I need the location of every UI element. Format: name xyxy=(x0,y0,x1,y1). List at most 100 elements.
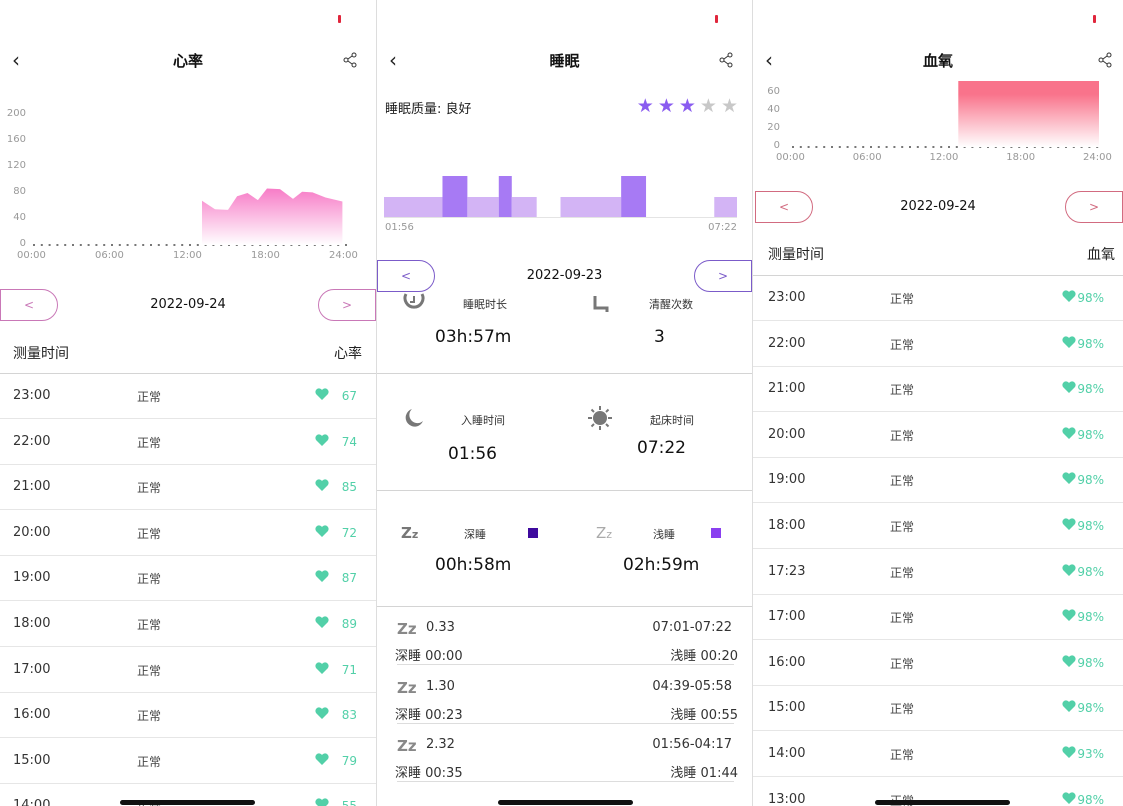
next-day-button[interactable]: > xyxy=(1065,191,1123,223)
row-time: 15:00 xyxy=(13,752,51,768)
row-status: 正常 xyxy=(890,383,915,398)
table-row[interactable]: 21:00 正常 85 xyxy=(0,465,376,511)
row-status: 正常 xyxy=(890,702,915,717)
axis-dot xyxy=(79,244,82,246)
segment-time-range: 07:01-07:22 xyxy=(652,620,732,635)
row-value: 74 xyxy=(341,434,357,449)
table-row[interactable]: 15:00 正常 98% xyxy=(753,686,1123,732)
table-row[interactable]: 23:00 正常 98% xyxy=(753,276,1123,321)
axis-dot xyxy=(916,146,919,148)
axis-dot xyxy=(40,244,43,246)
table-row[interactable]: 17:00 正常 98% xyxy=(753,595,1123,641)
axis-dot xyxy=(345,244,347,246)
table-row[interactable]: 17:23 正常 98% xyxy=(753,550,1123,595)
axis-dot xyxy=(64,244,67,246)
x-tick-label: 12:00 xyxy=(929,152,959,163)
next-day-button[interactable]: > xyxy=(318,289,376,321)
y-tick-label: 120 xyxy=(6,160,26,171)
axis-dot xyxy=(196,244,199,246)
row-status: 正常 xyxy=(137,663,162,678)
table-row[interactable]: 14:00 正常 93% xyxy=(753,732,1123,777)
row-status: 正常 xyxy=(137,572,162,587)
row-value: 98% xyxy=(1077,473,1104,488)
axis-dot xyxy=(157,244,160,246)
share-icon[interactable] xyxy=(718,52,734,68)
light-sleep-bar xyxy=(560,197,622,217)
light-sleep-label: 浅睡 xyxy=(653,528,675,541)
row-status: 正常 xyxy=(890,474,915,489)
axis-dot xyxy=(792,146,794,148)
table-row[interactable]: 20:00 正常 72 xyxy=(0,511,376,556)
segment-time-range: 04:39-05:58 xyxy=(652,678,732,694)
back-button[interactable]: ‹ xyxy=(765,48,773,72)
row-value: 79 xyxy=(341,753,357,768)
table-row[interactable]: 22:00 正常 74 xyxy=(0,420,376,465)
share-icon[interactable] xyxy=(1097,52,1113,68)
row-status: 正常 xyxy=(137,435,162,450)
home-indicator xyxy=(875,800,1010,805)
table-row[interactable]: 16:00 正常 83 xyxy=(0,693,376,739)
heart-rate-chart: 0 40 80 120 160 200 00:00 06:00 12:00 18:00 24:00 xyxy=(0,0,376,280)
axis-dot xyxy=(877,146,880,148)
segment-deep-sleep: 深睡 00:00 xyxy=(395,649,463,664)
light-sleep-bar xyxy=(714,197,737,217)
row-time: 21:00 xyxy=(13,479,51,495)
prev-day-button[interactable]: < xyxy=(755,191,813,223)
axis-dot xyxy=(948,146,950,148)
sleep-time-value: 01:56 xyxy=(448,444,497,464)
table-row[interactable]: 17:00 正常 71 xyxy=(0,648,376,693)
axis-dot xyxy=(126,244,129,246)
table-row[interactable]: 23:00 正常 67 xyxy=(0,374,376,419)
page-title: 血氧 xyxy=(922,52,953,70)
heart-icon xyxy=(314,568,330,584)
table-row[interactable]: 16:00 正常 98% xyxy=(753,641,1123,686)
table-row[interactable]: 19:00 正常 87 xyxy=(0,556,376,602)
prev-day-button[interactable]: < xyxy=(0,289,58,321)
column-header-time: 测量时间 xyxy=(768,247,824,263)
light-sleep-bar xyxy=(467,197,499,217)
row-value: 55 xyxy=(342,799,357,806)
row-time: 20:00 xyxy=(13,524,51,540)
table-row[interactable]: 22:00 正常 98% xyxy=(753,322,1123,367)
row-status: 正常 xyxy=(137,754,162,769)
chart-start-time: 01:56 xyxy=(385,222,414,233)
blood-oxygen-bar xyxy=(958,81,1099,147)
back-button[interactable]: ‹ xyxy=(389,48,397,72)
row-status: 正常 xyxy=(137,481,162,496)
y-tick-label: 0 xyxy=(19,238,26,249)
next-day-button[interactable]: > xyxy=(694,260,752,292)
back-button[interactable]: ‹ xyxy=(12,48,20,72)
share-icon[interactable] xyxy=(342,52,358,68)
row-status: 正常 xyxy=(890,520,915,534)
row-time: 17:00 xyxy=(13,661,51,677)
date-label: 2022-09-24 xyxy=(900,199,976,214)
sleep-segment-row[interactable]: Zz 0.33 07:01-07:22 深睡 00:00 浅睡 00:20 xyxy=(395,607,738,665)
moon-icon xyxy=(405,409,423,427)
axis-dot xyxy=(909,146,911,148)
star-empty-icon: ★ xyxy=(720,95,742,117)
sleep-segment-row[interactable]: Zz 2.32 01:56-04:17 深睡 00:35 浅睡 01:44 xyxy=(395,724,738,782)
heart-icon xyxy=(1061,288,1077,304)
row-value: 83 xyxy=(341,708,357,723)
heart-icon xyxy=(1061,516,1077,532)
page-title: 睡眠 xyxy=(549,52,580,70)
table-row[interactable]: 18:00 正常 89 xyxy=(0,602,376,647)
row-time: 20:00 xyxy=(768,426,806,442)
sleep-segment-row[interactable]: Zz 1.30 04:39-05:58 深睡 00:23 浅睡 00:55 xyxy=(395,666,738,724)
table-row[interactable]: 20:00 正常 98% xyxy=(753,413,1123,458)
table-row[interactable]: 15:00 正常 79 xyxy=(0,739,376,784)
table-row[interactable]: 21:00 正常 98% xyxy=(753,367,1123,413)
segment-time-range: 01:56-04:17 xyxy=(652,737,732,752)
column-header-value: 血氧 xyxy=(1087,247,1115,263)
heart-icon xyxy=(1061,790,1077,806)
prev-day-button[interactable]: < xyxy=(377,260,435,292)
row-value: 98% xyxy=(1077,564,1104,579)
row-value: 93% xyxy=(1077,747,1104,761)
deep-sleep-label: 深睡 xyxy=(464,528,486,541)
duration-label: 睡眠时长 xyxy=(463,298,507,311)
table-row[interactable]: 18:00 正常 98% xyxy=(753,504,1123,549)
table-row[interactable]: 19:00 正常 98% xyxy=(753,458,1123,504)
axis-dot xyxy=(838,146,841,148)
axis-dot xyxy=(87,244,90,246)
